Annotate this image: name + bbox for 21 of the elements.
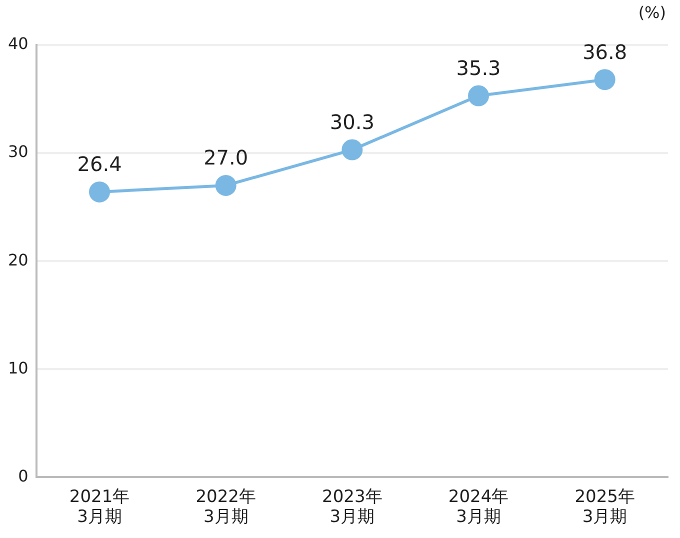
data-label: 36.8 bbox=[582, 40, 628, 64]
data-label: 30.3 bbox=[330, 110, 374, 134]
x-tick-label: 2023年 3月期 bbox=[322, 486, 382, 528]
point bbox=[468, 85, 490, 106]
y-tick-label: 40 bbox=[8, 34, 28, 54]
data-label: 26.4 bbox=[77, 152, 122, 176]
x-tick-label: 2022年 3月期 bbox=[196, 486, 256, 528]
y-tick-label: 10 bbox=[8, 358, 28, 378]
point bbox=[215, 174, 236, 196]
y-tick-label: 0 bbox=[18, 466, 28, 486]
data-label: 35.3 bbox=[456, 56, 501, 80]
x-tick-label: 2024年 3月期 bbox=[448, 486, 509, 528]
x-tick-label: 2021年 3月期 bbox=[69, 486, 130, 528]
y-axis-title: (%) bbox=[638, 3, 666, 22]
x-tick-label: 2025年 3月期 bbox=[574, 486, 635, 528]
y-tick-label: 20 bbox=[8, 250, 28, 270]
y-tick-label: 30 bbox=[8, 142, 28, 162]
point bbox=[89, 181, 110, 202]
data-label: 27.0 bbox=[204, 146, 248, 170]
point bbox=[594, 69, 616, 90]
point bbox=[342, 139, 363, 160]
